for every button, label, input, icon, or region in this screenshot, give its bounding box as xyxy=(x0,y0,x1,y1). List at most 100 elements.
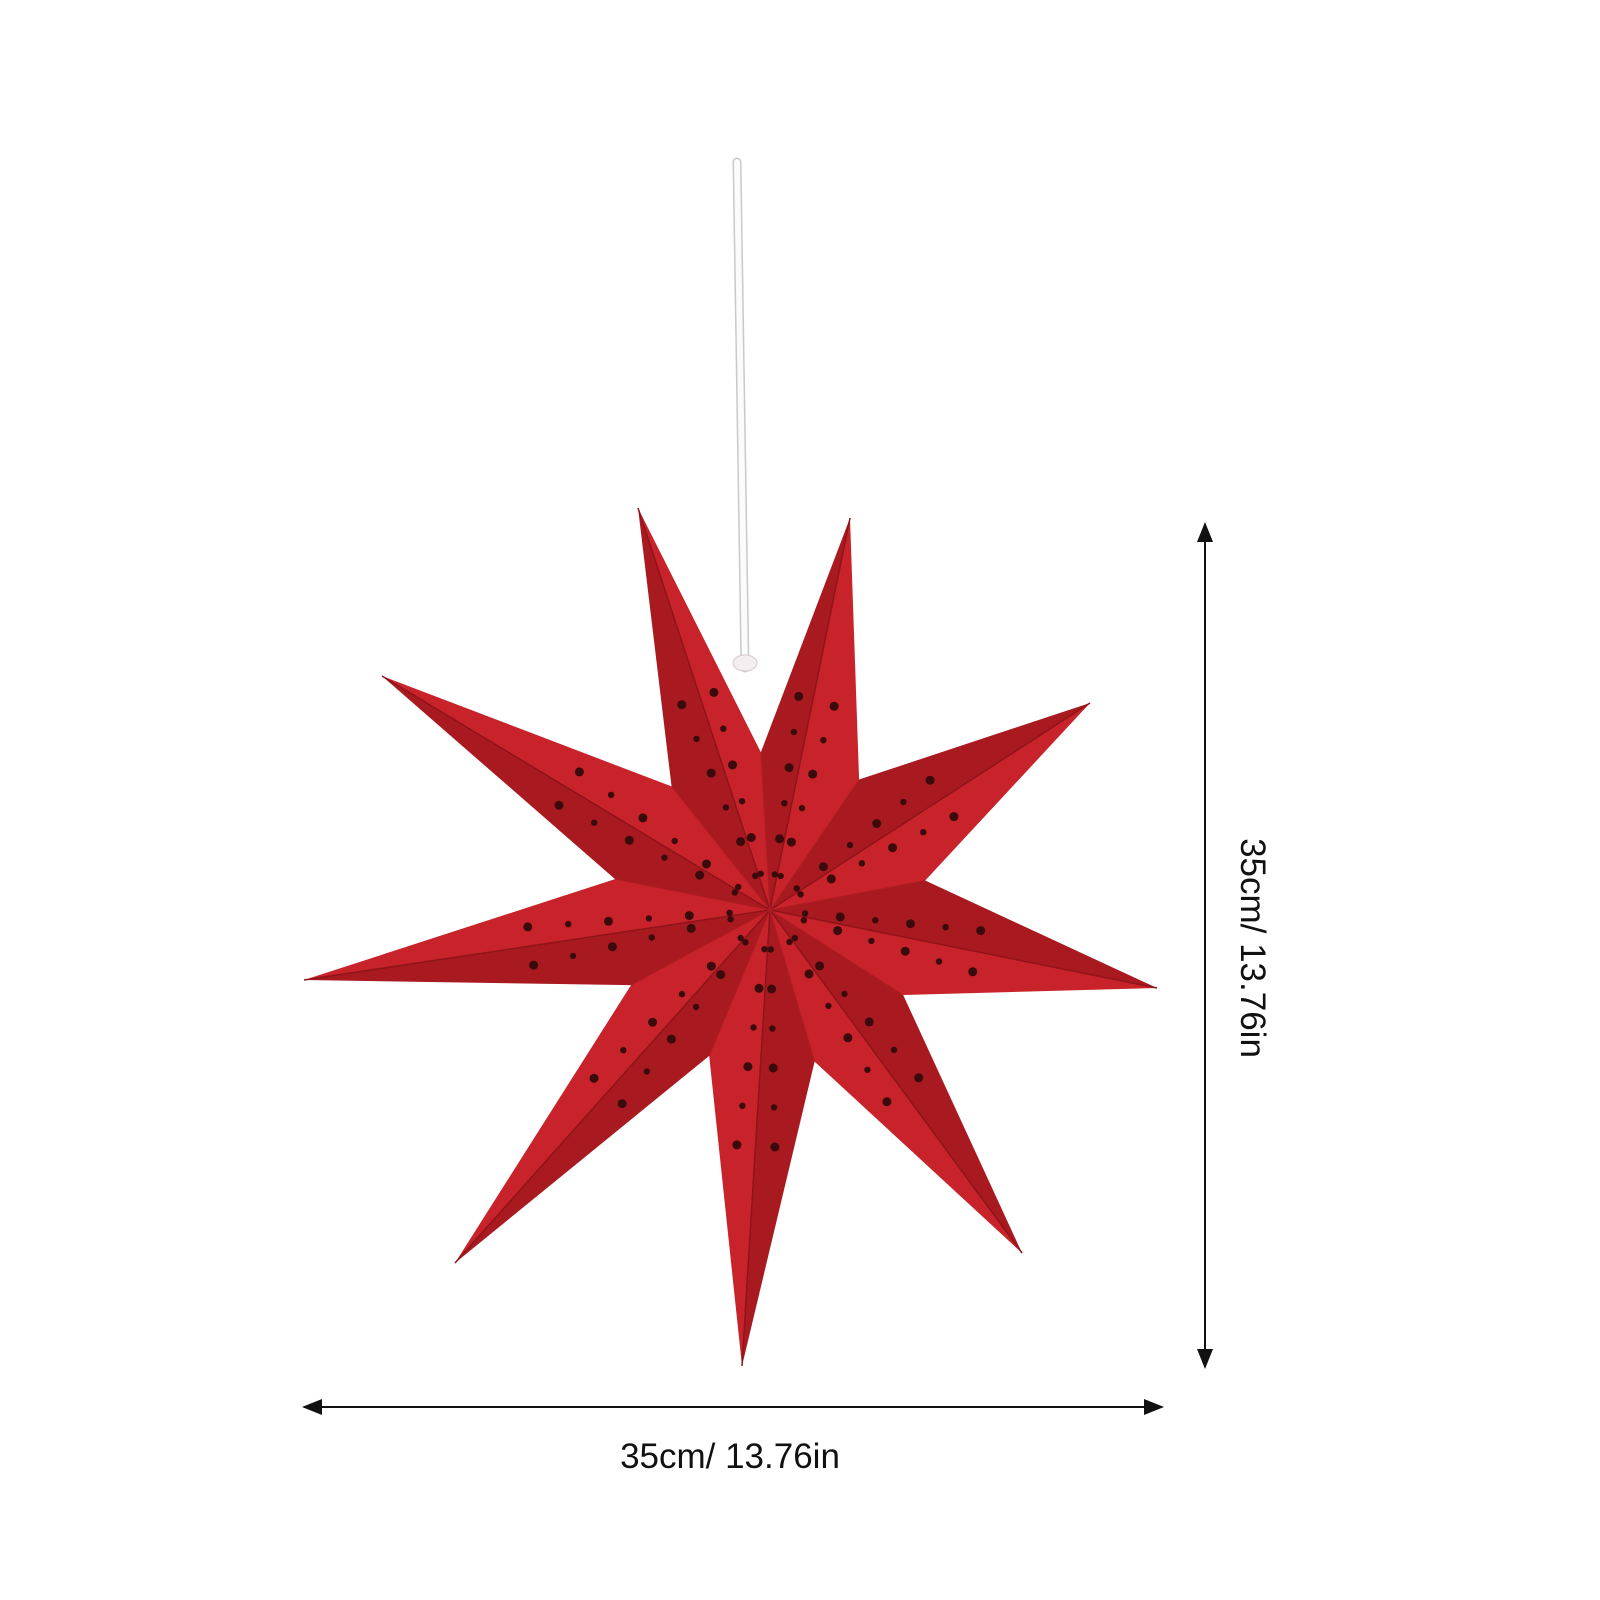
star-cutout-hole xyxy=(793,885,800,892)
star-cutout-hole xyxy=(574,767,584,777)
star-cutout-hole xyxy=(890,1046,898,1054)
star-cutout-hole xyxy=(735,883,742,891)
star-valley-line xyxy=(630,909,771,986)
star-cutout-hole xyxy=(770,1142,780,1152)
star-cutout-hole xyxy=(738,798,746,805)
star-cutout-hole xyxy=(843,1033,853,1043)
star-fold-line xyxy=(769,702,1091,911)
star-cutout-hole xyxy=(671,837,678,845)
star-cutout-hole xyxy=(750,1024,757,1031)
star-fold-line xyxy=(769,517,851,911)
star-cutout-hole xyxy=(872,819,882,828)
star-cutout-hole xyxy=(746,833,756,842)
star-cutout-hole xyxy=(565,920,572,928)
star-valley-line xyxy=(769,779,860,911)
star-cutout-hole xyxy=(777,872,784,880)
height-label: 35cm/ 13.76in xyxy=(1233,838,1272,1058)
star-cutout-hole xyxy=(818,862,828,872)
star-cutout-hole xyxy=(781,800,788,807)
star-cutout-hole xyxy=(846,841,854,849)
star-cutout-hole xyxy=(790,728,798,736)
star-cutout-hole xyxy=(720,725,727,732)
star-cutout-hole xyxy=(737,934,744,942)
star-cutout-hole xyxy=(607,942,617,952)
star-cutout-hole xyxy=(798,804,806,812)
star-cutout-hole xyxy=(833,926,843,936)
hanging-string xyxy=(732,157,750,673)
star-valley-line xyxy=(769,909,904,996)
star-arm-face xyxy=(304,910,770,986)
star-cutout-hole xyxy=(666,1034,676,1044)
star-cutout-hole xyxy=(754,983,764,993)
star-cutout-hole xyxy=(942,924,949,931)
star-fold-line xyxy=(741,909,771,1367)
star-cutout-hole xyxy=(826,874,836,884)
star-cutout-hole xyxy=(695,870,705,880)
star-cutout-hole xyxy=(770,1104,778,1111)
star-fold-line xyxy=(454,909,771,1264)
star-cutout-hole xyxy=(949,812,959,822)
star-cutout-hole xyxy=(815,961,825,971)
star-cutout-hole xyxy=(800,917,807,924)
star-cutout-hole xyxy=(731,889,738,896)
star-cutout-hole xyxy=(684,911,694,921)
star-arm-face xyxy=(742,910,815,1366)
star-cutout-hole xyxy=(728,760,738,770)
star-arm-face xyxy=(770,880,1157,988)
star-cutout-hole xyxy=(794,691,804,701)
star-fold-line xyxy=(637,507,771,911)
star-cutout-hole xyxy=(761,946,768,953)
star-cutout-hole xyxy=(554,800,564,810)
star-cutout-hole xyxy=(791,934,798,942)
star-cutout-hole xyxy=(752,872,759,879)
star-cutout-hole xyxy=(638,813,648,823)
star-cutout-hole xyxy=(900,798,907,806)
star-cutout-hole xyxy=(706,768,716,778)
star-cutout-hole xyxy=(726,909,733,916)
star-cutout-hole xyxy=(825,1002,832,1010)
star-arm-face xyxy=(709,910,770,1366)
star-valley-line xyxy=(708,909,771,1057)
star-cutout-hole xyxy=(529,960,539,970)
star-cutout-hole xyxy=(835,912,845,922)
star-valley-line xyxy=(614,878,771,911)
star-cutout-hole xyxy=(617,1099,627,1109)
star-cutout-hole xyxy=(692,1003,700,1011)
star-cutout-hole xyxy=(702,859,711,869)
star-cutout-hole xyxy=(727,916,734,923)
star-cutout-hole xyxy=(868,937,875,945)
star-cutout-hole xyxy=(742,939,749,946)
width-label: 35cm/ 13.76in xyxy=(620,1437,840,1476)
paper-star xyxy=(303,507,1158,1367)
star-fold-line xyxy=(769,909,1158,989)
star-cutout-hole xyxy=(935,958,943,965)
star-cutout-hole xyxy=(864,1017,874,1027)
star-cutout-hole xyxy=(709,687,719,697)
star-cutout-hole xyxy=(677,700,687,710)
star-cutout-hole xyxy=(841,990,848,998)
star-valley-line xyxy=(760,752,771,911)
star-cutout-hole xyxy=(769,1025,776,1032)
star-cutout-hole xyxy=(645,915,653,922)
star-cutout-hole xyxy=(804,969,814,979)
star-cutout-hole xyxy=(882,1097,892,1107)
star-cutout-hole xyxy=(607,791,615,799)
star-cutout-hole xyxy=(569,952,577,960)
star-cutout-hole xyxy=(736,837,746,847)
star-cutout-hole xyxy=(643,1068,650,1075)
string-knot xyxy=(732,654,758,672)
star-cutout-hole xyxy=(732,1140,742,1150)
star-cutout-hole xyxy=(767,946,774,953)
star-cutout-hole xyxy=(914,1073,924,1083)
star-cutout-hole xyxy=(906,919,915,929)
star-cutout-hole xyxy=(872,917,879,924)
star-cutout-hole xyxy=(716,970,726,980)
star-cutout-hole xyxy=(523,922,533,932)
star-cutout-hole xyxy=(888,843,898,853)
star-cutout-hole xyxy=(920,829,927,836)
star-cutout-hole xyxy=(739,1102,746,1110)
star-cutout-hole xyxy=(784,763,794,773)
star-valley-line xyxy=(671,786,771,911)
